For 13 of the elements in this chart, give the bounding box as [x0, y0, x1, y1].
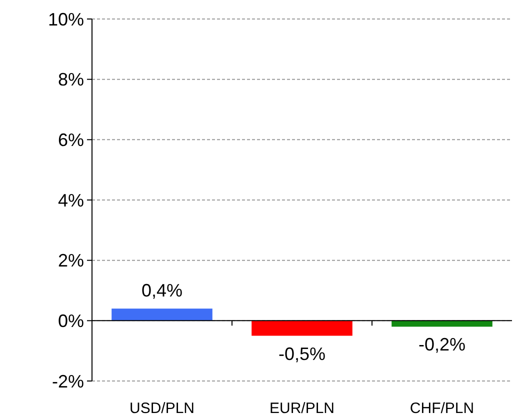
data-label: -0,5% — [278, 344, 326, 364]
y-tick-label: 10% — [48, 9, 84, 30]
x-tick-label: EUR/PLN — [269, 400, 335, 417]
y-tick-label: -2% — [52, 371, 84, 392]
data-label: -0,2% — [418, 334, 466, 355]
y-tick-label: 6% — [58, 130, 84, 150]
x-tick-label: CHF/PLN — [410, 400, 474, 417]
y-tick-label: 2% — [58, 250, 84, 271]
x-tick-label: USD/PLN — [129, 400, 195, 417]
data-label: 0,4% — [141, 280, 183, 301]
y-tick-label: 8% — [58, 70, 84, 90]
y-tick-label: 4% — [58, 190, 84, 210]
y-tick-label: 0% — [58, 310, 84, 331]
